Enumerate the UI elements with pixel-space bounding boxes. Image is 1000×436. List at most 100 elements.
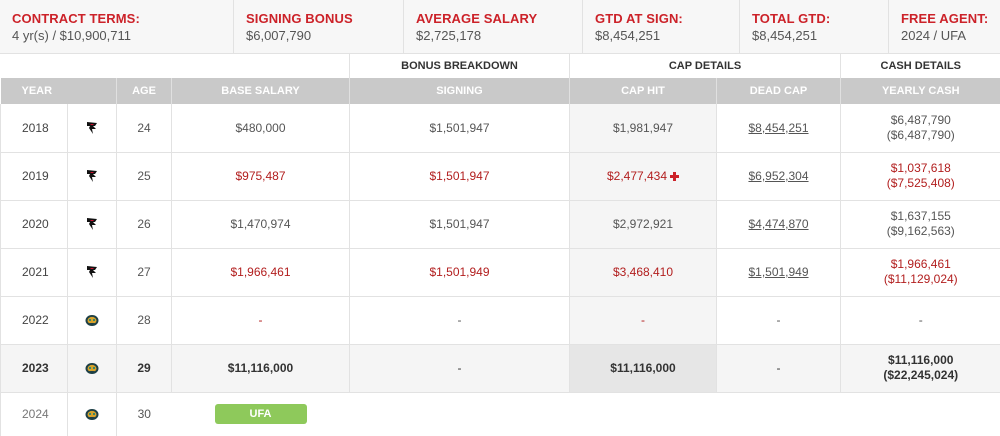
ufa-cell: UFA — [172, 392, 350, 436]
yearly-cash-cell: $1,966,461 ($11,129,024) — [840, 248, 1000, 297]
base-salary-cell: $480,000 — [171, 104, 350, 153]
table-row: 2018 24 $480,000 $1,501,947 $1,981,947 $… — [0, 104, 1000, 153]
dead-cap-cell: - — [715, 296, 841, 345]
empty-cell — [717, 392, 841, 436]
yearly-cash-value: $6,487,790 — [890, 112, 951, 127]
year-cell: 2024 — [0, 392, 68, 436]
empty-cell — [569, 392, 717, 436]
summary-value: $6,007,790 — [246, 28, 312, 43]
group-header-cap: CAP DETAILS — [568, 54, 841, 78]
summary-average-salary: AVERAGE SALARY $2,725,178 — [404, 0, 583, 54]
group-header-row: BONUS BREAKDOWN CAP DETAILS CASH DETAILS — [1, 54, 1000, 78]
yearly-cash-cell: $1,037,618 ($7,525,408) — [840, 152, 1000, 201]
age-cell: 25 — [116, 152, 172, 201]
column-header-cap-hit[interactable]: CAP HIT — [569, 78, 717, 104]
summary-total-gtd: TOTAL GTD: $8,454,251 — [740, 0, 889, 54]
cap-hit-cell: $2,477,434 — [569, 152, 717, 201]
summary-label: GTD AT SIGN: — [595, 11, 683, 26]
team-cell — [67, 200, 117, 249]
cap-hit-cell: $2,972,921 — [569, 200, 717, 249]
contract-table: BONUS BREAKDOWN CAP DETAILS CASH DETAILS… — [0, 54, 1000, 436]
column-header-yearly-cash[interactable]: YEARLY CASH — [840, 78, 1000, 104]
column-header-age[interactable]: AGE — [116, 78, 172, 104]
summary-label: AVERAGE SALARY — [416, 11, 538, 26]
team-cell — [67, 152, 117, 201]
cap-hit-value: $2,477,434 — [606, 169, 668, 183]
summary-value: 2024 / UFA — [901, 28, 967, 43]
year-cell: 2022 — [0, 296, 68, 345]
cap-hit-cell: $1,981,947 — [569, 104, 717, 153]
summary-signing-bonus: SIGNING BONUS $6,007,790 — [234, 0, 404, 54]
table-row: 2020 26 $1,470,974 $1,501,947 $2,972,921… — [0, 200, 1000, 249]
summary-value: $8,454,251 — [752, 28, 818, 43]
empty-cell — [350, 392, 570, 436]
contract-summary-bar: CONTRACT TERMS: 4 yr(s) / $10,900,711 SI… — [0, 0, 1000, 54]
table-row: 2022 28 - - - - - — [0, 296, 1000, 345]
age-cell: 27 — [116, 248, 172, 297]
group-header-blank — [1, 54, 350, 78]
summary-value: 4 yr(s) / $10,900,711 — [12, 28, 131, 43]
jaguars-logo-icon — [85, 363, 99, 374]
cumulative-cash-value: ($22,245,024) — [883, 368, 959, 382]
base-salary-cell: $1,966,461 — [171, 248, 350, 297]
signing-cell: $1,501,947 — [349, 104, 570, 153]
signing-cell: $1,501,947 — [349, 200, 570, 249]
signing-cell: $1,501,949 — [349, 248, 570, 297]
table-row-free-agent: 2024 30 UFA — [0, 392, 1000, 436]
dead-cap-link[interactable]: $6,952,304 — [715, 152, 841, 201]
signing-cell: - — [349, 296, 570, 345]
table-row-current-year: 2023 29 $11,116,000 - $11,116,000 - $11,… — [0, 344, 1000, 393]
summary-label: FREE AGENT: — [901, 11, 989, 26]
cumulative-cash-value: ($9,162,563) — [886, 224, 955, 238]
cap-hit-cell: $3,468,410 — [569, 248, 717, 297]
yearly-cash-value: $1,637,155 — [890, 209, 951, 223]
summary-label: CONTRACT TERMS: — [12, 11, 140, 26]
column-header-base-salary[interactable]: BASE SALARY — [171, 78, 350, 104]
dead-cap-link[interactable]: $4,474,870 — [715, 200, 841, 249]
column-header-row: YEAR AGE BASE SALARY SIGNING CAP HIT DEA… — [0, 78, 1000, 104]
yearly-cash-cell: $11,116,000 ($22,245,024) — [840, 344, 1000, 393]
team-cell — [67, 296, 117, 345]
team-cell — [67, 392, 117, 436]
table-row: 2019 25 $975,487 $1,501,947 $2,477,434 $… — [0, 152, 1000, 201]
age-cell: 24 — [116, 104, 172, 153]
age-cell: 30 — [116, 392, 172, 436]
team-cell — [67, 344, 117, 393]
year-cell: 2021 — [0, 248, 68, 297]
jaguars-logo-icon — [85, 409, 99, 421]
dead-cap-link[interactable]: $1,501,949 — [715, 248, 841, 297]
summary-label: TOTAL GTD: — [752, 11, 831, 26]
yearly-cash-value: $1,966,461 — [890, 257, 951, 271]
yearly-cash-cell: $1,637,155 ($9,162,563) — [840, 200, 1000, 249]
yearly-cash-value: $11,116,000 — [888, 353, 954, 367]
summary-contract-terms: CONTRACT TERMS: 4 yr(s) / $10,900,711 — [0, 0, 234, 54]
base-salary-cell: - — [171, 296, 350, 345]
summary-value: $8,454,251 — [595, 28, 661, 43]
signing-cell: - — [349, 344, 570, 393]
age-cell: 29 — [116, 344, 172, 393]
ufa-status-badge: UFA — [214, 404, 307, 425]
yearly-cash-value: - — [918, 312, 923, 327]
falcons-logo-icon — [87, 218, 97, 230]
base-salary-cell: $11,116,000 — [171, 344, 350, 393]
team-cell — [67, 248, 117, 297]
year-cell: 2019 — [0, 152, 68, 201]
summary-value: $2,725,178 — [416, 28, 482, 43]
summary-label: SIGNING BONUS — [246, 11, 353, 26]
signing-cell: $1,501,947 — [349, 152, 570, 201]
column-header-signing[interactable]: SIGNING — [349, 78, 570, 104]
empty-cell — [841, 392, 1000, 436]
falcons-logo-icon — [87, 170, 97, 182]
year-cell: 2018 — [0, 104, 68, 153]
column-header-dead-cap[interactable]: DEAD CAP — [715, 78, 841, 104]
summary-free-agent: FREE AGENT: 2024 / UFA — [889, 0, 1000, 54]
yearly-cash-cell: - — [840, 296, 1000, 345]
cap-hit-cell: $11,116,000 — [569, 344, 717, 393]
column-header-year[interactable]: YEAR — [0, 78, 117, 104]
falcons-logo-icon — [87, 121, 97, 134]
team-cell — [67, 104, 117, 153]
dead-cap-link[interactable]: $8,454,251 — [715, 104, 841, 153]
group-header-cash: CASH DETAILS — [840, 54, 1000, 78]
plus-icon[interactable] — [670, 172, 680, 181]
age-cell: 26 — [116, 200, 172, 249]
